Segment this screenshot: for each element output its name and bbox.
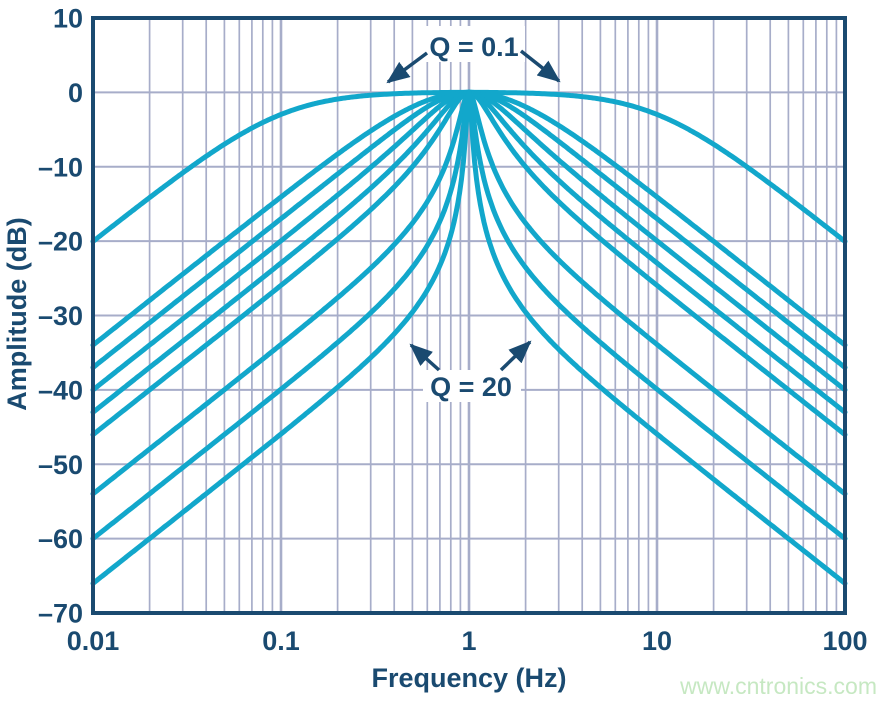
annotation-q-low: Q = 0.1 [386,26,561,84]
annotation-q-high: Q = 20 [409,340,532,402]
x-axis-tick-labels: 0.01 0.1 1 10 100 [67,626,868,656]
y-tick-label: –40 [38,375,83,405]
annotation-arrow-left [409,343,441,372]
y-tick-label: 0 [68,78,83,108]
y-tick-label: –10 [38,152,83,182]
y-tick-label: –30 [38,301,83,331]
annotation-arrow-right [519,49,561,83]
watermark: www.cntronics.com [679,673,877,699]
grid-lines [93,18,845,613]
annotation-mask [421,26,525,62]
x-tick-label: 0.01 [67,626,120,656]
annotation-mask [423,370,521,402]
annotation-arrow-left [386,51,429,84]
y-tick-label: –20 [38,227,83,257]
y-tick-label: –70 [38,599,83,629]
plot-border [91,16,847,615]
x-tick-label: 100 [822,626,867,656]
y-tick-label: 10 [53,4,83,34]
response-curves [90,89,848,586]
y-axis-tick-labels: 10 0 –10 –20 –30 –40 –50 –60 –70 [38,4,83,629]
x-tick-label: 1 [461,626,476,656]
x-tick-label: 10 [642,626,672,656]
x-tick-label: 0.1 [262,626,300,656]
y-axis-title: Amplitude (dB) [2,217,32,410]
annotation-q-high-label: Q = 20 [430,372,512,402]
annotation-q-low-label: Q = 0.1 [429,32,518,62]
annotation-arrow-right [499,340,532,372]
y-tick-label: –60 [38,524,83,554]
curve-q-20 [90,89,848,586]
y-tick-label: –50 [38,450,83,480]
x-axis-title: Frequency (Hz) [371,663,566,693]
